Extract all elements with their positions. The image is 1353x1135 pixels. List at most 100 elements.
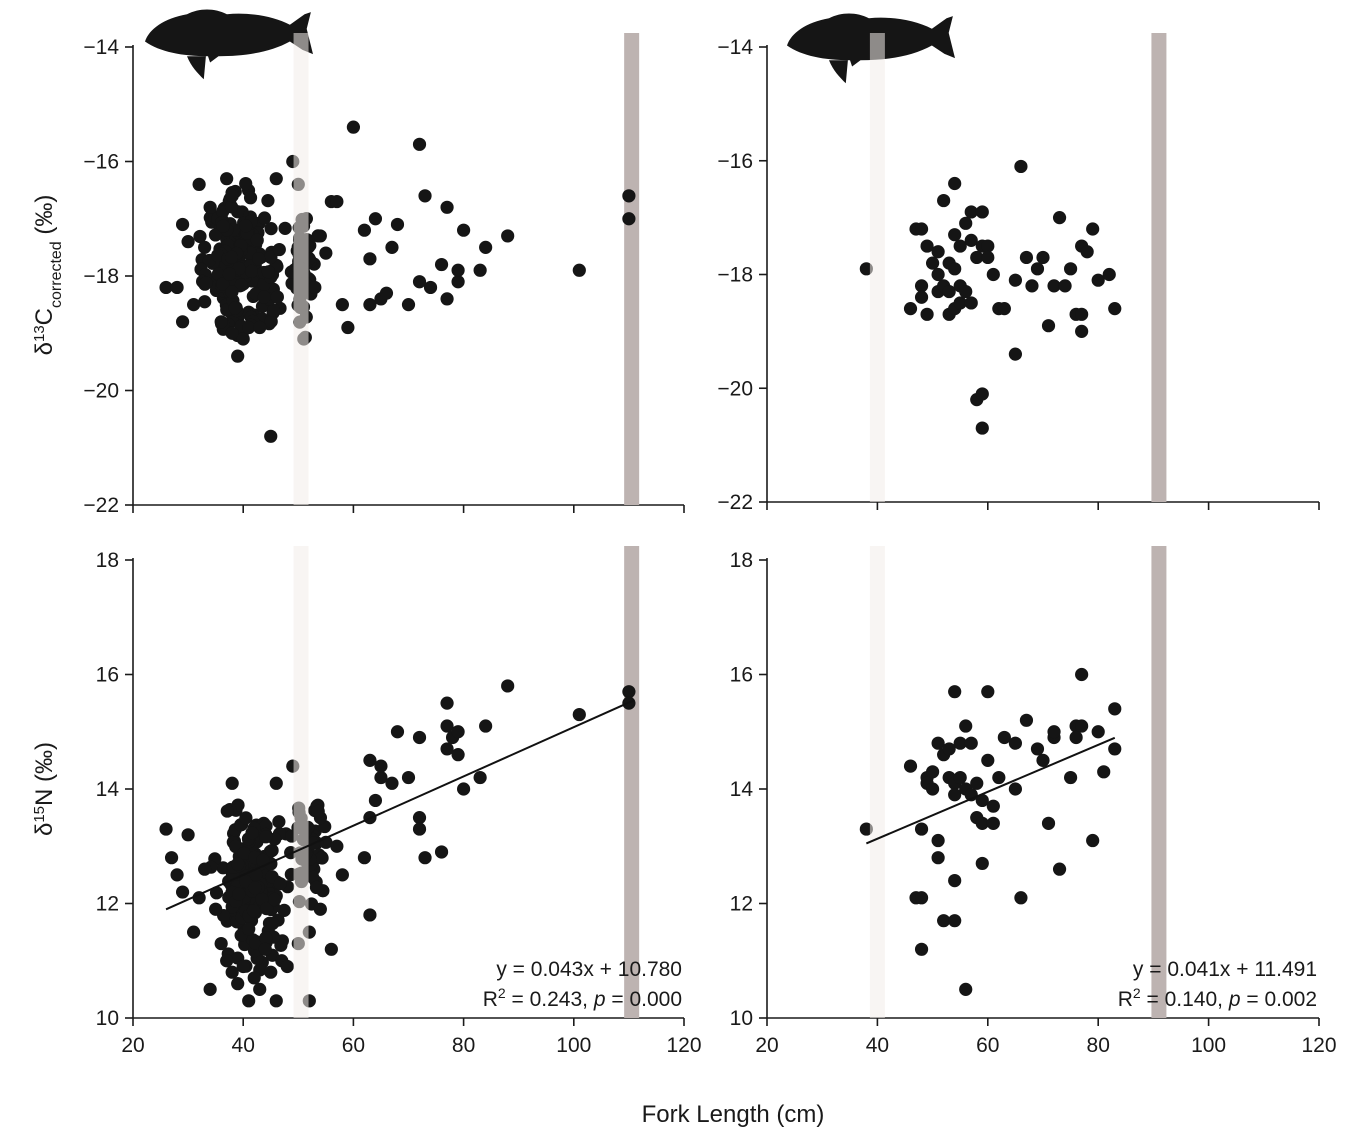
data-point bbox=[473, 263, 487, 277]
data-point bbox=[231, 349, 245, 363]
data-point bbox=[1058, 279, 1072, 293]
data-point bbox=[232, 261, 246, 276]
data-point bbox=[401, 770, 416, 785]
data-point bbox=[198, 862, 212, 876]
data-point bbox=[224, 200, 239, 214]
data-point bbox=[457, 782, 471, 796]
data-point bbox=[1036, 753, 1050, 767]
data-point bbox=[346, 120, 360, 134]
regression-equation: y = 0.043x + 10.780 bbox=[496, 958, 682, 981]
data-point bbox=[234, 278, 248, 292]
data-point bbox=[986, 816, 1000, 830]
data-point bbox=[264, 965, 278, 979]
regression-stats: R2 = 0.140, p = 0.002 bbox=[1118, 985, 1317, 1011]
data-point bbox=[948, 914, 962, 928]
data-point bbox=[216, 277, 230, 291]
data-point bbox=[390, 725, 405, 739]
data-point bbox=[622, 685, 636, 699]
data-point bbox=[959, 284, 973, 299]
data-point bbox=[451, 263, 465, 277]
x-axis-title: Fork Length (cm) bbox=[642, 1101, 825, 1128]
data-point bbox=[159, 822, 173, 836]
data-points bbox=[859, 159, 1122, 435]
y-tick-label: 10 bbox=[730, 1007, 753, 1030]
data-point bbox=[1008, 273, 1023, 287]
data-point bbox=[266, 916, 280, 931]
x-tick-label: 120 bbox=[1301, 1034, 1336, 1057]
data-point bbox=[242, 320, 256, 335]
data-point bbox=[181, 235, 195, 249]
data-point bbox=[1080, 245, 1094, 259]
data-point bbox=[959, 216, 973, 230]
data-point bbox=[1019, 713, 1034, 727]
data-point bbox=[1014, 159, 1028, 174]
data-point bbox=[280, 959, 294, 974]
data-point bbox=[211, 248, 225, 263]
data-point bbox=[225, 965, 239, 979]
data-point bbox=[914, 222, 929, 236]
data-point bbox=[170, 280, 184, 295]
data-point bbox=[981, 250, 995, 265]
data-point bbox=[236, 959, 250, 974]
data-point bbox=[231, 857, 245, 871]
data-point bbox=[1075, 719, 1089, 733]
data-point bbox=[451, 275, 465, 289]
data-point bbox=[313, 229, 327, 243]
data-point bbox=[220, 804, 234, 818]
data-point bbox=[997, 302, 1011, 316]
data-point bbox=[247, 971, 261, 985]
data-point bbox=[246, 904, 261, 918]
data-point bbox=[341, 320, 355, 335]
data-point bbox=[451, 725, 465, 739]
data-point bbox=[225, 285, 239, 299]
y-tick-label: 16 bbox=[730, 664, 753, 687]
data-point bbox=[992, 770, 1006, 785]
data-point bbox=[239, 176, 253, 191]
data-point bbox=[959, 982, 973, 996]
data-point bbox=[903, 302, 918, 316]
data-point bbox=[981, 239, 995, 253]
data-point bbox=[261, 265, 275, 279]
data-point bbox=[434, 257, 449, 272]
data-point bbox=[222, 267, 237, 281]
y-tick-label: −18 bbox=[83, 265, 119, 288]
data-point bbox=[920, 239, 934, 253]
data-point bbox=[412, 811, 427, 825]
data-point bbox=[257, 290, 271, 304]
data-point bbox=[1097, 765, 1111, 779]
data-point bbox=[249, 936, 263, 950]
data-point bbox=[368, 212, 383, 226]
data-point bbox=[926, 765, 940, 779]
data-point bbox=[269, 994, 283, 1008]
data-point bbox=[1008, 782, 1023, 796]
data-point bbox=[199, 276, 213, 290]
data-point bbox=[220, 172, 234, 186]
data-point bbox=[1086, 833, 1100, 848]
data-point bbox=[1108, 742, 1122, 756]
y-tick-label: −16 bbox=[83, 151, 119, 174]
data-point bbox=[264, 222, 278, 236]
data-point bbox=[224, 250, 239, 264]
data-point bbox=[1069, 730, 1083, 745]
data-point bbox=[245, 826, 259, 840]
data-point bbox=[313, 902, 327, 916]
x-tick-label: 40 bbox=[866, 1034, 889, 1057]
data-point bbox=[412, 275, 427, 289]
data-point bbox=[272, 242, 286, 257]
data-point bbox=[440, 200, 454, 214]
data-point bbox=[248, 881, 262, 895]
data-point bbox=[225, 326, 239, 340]
data-point bbox=[211, 267, 226, 281]
data-point bbox=[253, 320, 267, 335]
data-point bbox=[953, 736, 967, 750]
data-point bbox=[311, 804, 325, 819]
data-point bbox=[330, 194, 344, 209]
size-reference-band-dark bbox=[1151, 33, 1167, 502]
data-point bbox=[942, 742, 956, 756]
data-point bbox=[981, 685, 995, 699]
data-point bbox=[209, 886, 224, 900]
data-point bbox=[1036, 250, 1050, 265]
y-tick-label: −14 bbox=[717, 36, 753, 59]
